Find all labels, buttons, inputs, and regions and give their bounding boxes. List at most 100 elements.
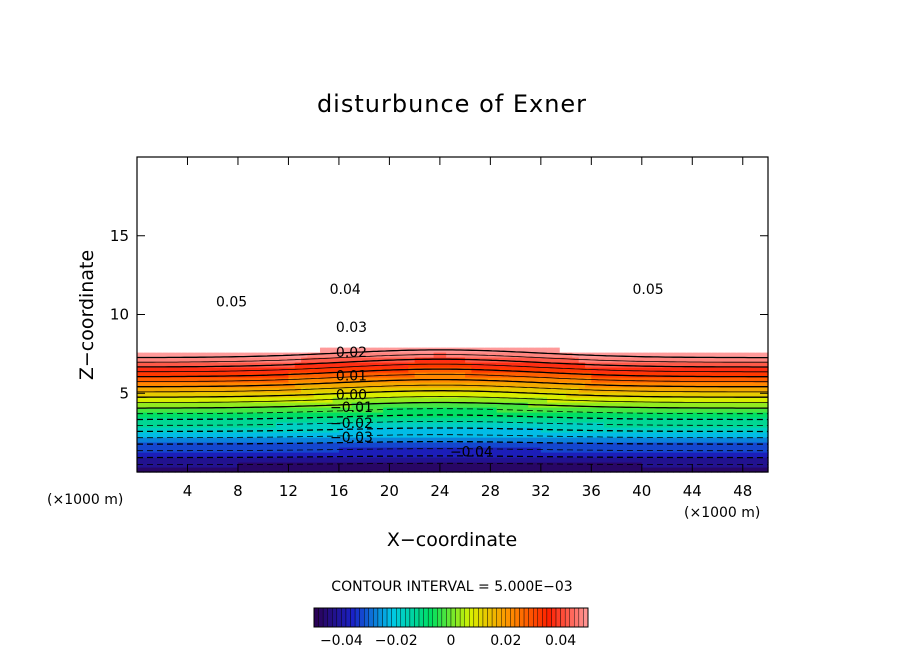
contour-cell — [616, 237, 624, 243]
contour-cell — [357, 287, 365, 293]
contour-cell — [155, 467, 163, 473]
contour-cell — [679, 322, 687, 328]
contour-cell — [389, 332, 397, 338]
contour-cell — [250, 232, 258, 238]
contour-cell — [402, 342, 409, 348]
contour-cell — [181, 437, 189, 443]
contour-cell — [219, 222, 226, 228]
contour-cell — [534, 457, 542, 463]
contour-cell — [193, 367, 201, 373]
contour-cell — [408, 462, 416, 468]
contour-cell — [376, 462, 384, 468]
contour-cell — [282, 322, 290, 328]
contour-cell — [540, 267, 548, 273]
contour-cell — [200, 227, 208, 233]
contour-cell — [755, 277, 763, 283]
contour-cell — [376, 287, 384, 293]
contour-cell — [736, 322, 744, 328]
contour-cell — [547, 232, 555, 238]
contour-cell — [484, 347, 491, 353]
contour-cell — [181, 387, 189, 393]
contour-cell — [420, 312, 428, 318]
contour-cell — [351, 247, 359, 253]
contour-cell — [667, 277, 674, 283]
contour-cell — [685, 302, 693, 308]
contour-cell — [357, 367, 365, 373]
contour-cell — [534, 342, 542, 348]
contour-cell — [383, 317, 390, 323]
contour-cell — [313, 327, 321, 333]
contour-cell — [383, 377, 390, 383]
contour-cell — [376, 327, 384, 333]
contour-cell — [515, 392, 523, 398]
contour-cell — [187, 347, 195, 353]
contour-cell — [256, 397, 264, 403]
contour-cell — [509, 337, 517, 343]
contour-cell — [717, 407, 725, 413]
contour-cell — [212, 437, 220, 443]
contour-cell — [484, 307, 491, 313]
contour-cell — [742, 402, 750, 408]
contour-cell — [420, 447, 428, 453]
contour-cell — [597, 447, 605, 453]
contour-cell — [294, 467, 302, 473]
contour-cell — [723, 362, 731, 368]
contour-cell — [528, 367, 536, 373]
contour-cell — [566, 362, 573, 368]
contour-cell — [338, 327, 346, 333]
contour-cell — [307, 432, 315, 438]
contour-cell — [629, 387, 637, 393]
contour-cell — [326, 442, 334, 448]
contour-cell — [269, 402, 277, 408]
contour-cell — [420, 462, 428, 468]
contour-cell — [193, 312, 201, 318]
contour-cell — [143, 377, 151, 383]
contour-cell — [250, 322, 258, 328]
contour-cell — [515, 222, 523, 228]
contour-cell — [572, 257, 580, 263]
contour-cell — [231, 447, 239, 453]
contour-cell — [427, 427, 435, 433]
contour-cell — [471, 222, 479, 228]
contour-cell — [294, 417, 302, 423]
contour-cell — [660, 392, 668, 398]
contour-cell — [641, 257, 649, 263]
contour-cell — [402, 467, 409, 473]
contour-cell — [465, 327, 473, 333]
contour-cell — [566, 452, 573, 458]
contour-cell — [515, 417, 523, 423]
contour-cell — [338, 227, 346, 233]
contour-cell — [389, 267, 397, 273]
contour-cell — [212, 297, 220, 303]
contour-cell — [383, 387, 390, 393]
contour-cell — [200, 272, 208, 278]
contour-cell — [301, 252, 308, 258]
contour-cell — [143, 342, 151, 348]
contour-cell — [174, 442, 182, 448]
contour-cell — [452, 317, 460, 323]
contour-cell — [667, 237, 674, 243]
contour-cell — [427, 322, 435, 328]
contour-cell — [635, 222, 643, 228]
contour-cell — [458, 387, 466, 393]
contour-cell — [534, 282, 542, 288]
contour-cell — [730, 327, 738, 333]
contour-cell — [515, 362, 523, 368]
contour-cell — [736, 282, 744, 288]
contour-cell — [692, 302, 700, 308]
contour-cell — [326, 377, 334, 383]
contour-cell — [477, 282, 485, 288]
contour-cell — [357, 352, 365, 358]
contour-cell — [635, 332, 643, 338]
contour-cell — [187, 287, 195, 293]
contour-cell — [225, 232, 233, 238]
contour-cell — [143, 357, 151, 363]
contour-cell — [559, 377, 567, 383]
contour-cell — [256, 457, 264, 463]
contour-cell — [597, 292, 605, 298]
contour-cell — [685, 412, 693, 418]
contour-cell — [256, 437, 264, 443]
contour-cell — [635, 247, 643, 253]
contour-cell — [370, 342, 378, 348]
contour-cell — [673, 362, 681, 368]
